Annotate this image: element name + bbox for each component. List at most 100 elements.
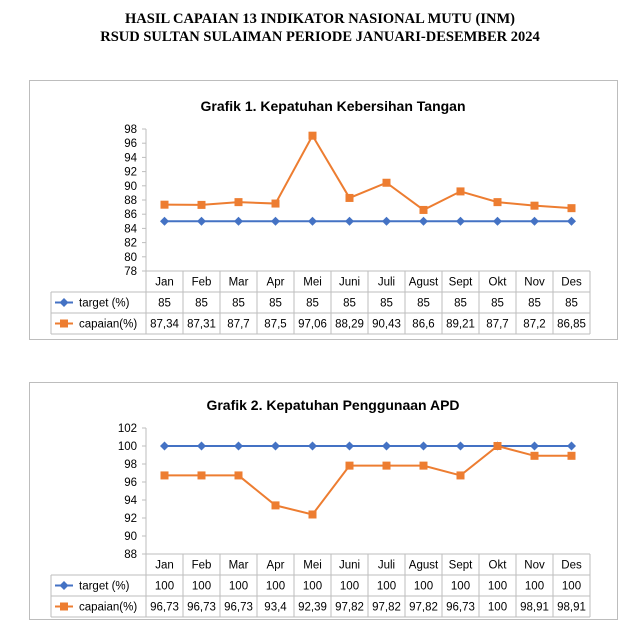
chart2-svg: Grafik 2. Kepatuhan Penggunaan APD 88 90 92… — [50, 397, 591, 618]
chart1-target-legend-label: target (%) — [79, 298, 130, 310]
chart2-capaian-point — [493, 442, 502, 450]
chart1-capaian-value-label: 87,2 — [523, 319, 545, 331]
chart1-capaian-point — [493, 198, 502, 207]
chart1-category-label: Des — [561, 277, 582, 289]
chart2-category-label: Mei — [303, 560, 322, 572]
chart2-capaian-point — [308, 510, 317, 519]
chart2-target-value-label: 100 — [451, 581, 470, 593]
chart2-capaian-legend-label: capaian(%) — [79, 602, 137, 614]
chart2-capaian-legend-marker — [60, 602, 68, 611]
chart2-capaian-point — [234, 471, 243, 480]
chart1-target-point — [456, 216, 465, 226]
chart1-target-point — [234, 216, 243, 226]
chart2-target-legend-marker — [59, 581, 69, 590]
chart2-capaian-value-label: 98,91 — [557, 602, 586, 614]
chart1-target-value-label: 85 — [195, 298, 208, 310]
chart2-target-point — [530, 441, 539, 451]
chart2-target-value-label: 100 — [266, 581, 285, 593]
chart1-y-tick-label: 80 — [124, 252, 137, 264]
chart1-target-value-label: 85 — [417, 298, 430, 310]
chart2-capaian-value-label: 98,91 — [520, 602, 549, 614]
chart2-target-point — [456, 441, 465, 451]
chart2-capaian-point — [419, 461, 428, 470]
chart2-category-label: Juli — [378, 560, 395, 572]
chart1-capaian-point — [234, 198, 243, 207]
chart1-y-tick-label: 86 — [124, 209, 137, 221]
chart1-target-point — [271, 216, 280, 226]
chart1-category-label: Juli — [378, 277, 395, 289]
chart2-target-point — [419, 441, 428, 451]
chart1-target-point — [530, 216, 539, 226]
chart2-capaian-value-label: 92,39 — [298, 602, 327, 614]
chart1-capaian-point — [419, 205, 428, 214]
chart1-target-point — [197, 216, 206, 226]
chart1-capaian-value-label: 97,06 — [298, 319, 327, 331]
chart1-category-label: Okt — [489, 277, 508, 289]
chart2-target-point — [160, 441, 169, 451]
chart1-y-tick-label: 82 — [124, 238, 137, 250]
chart1-y-tick-label: 94 — [124, 152, 137, 164]
chart2-target-legend-label: target (%) — [79, 581, 130, 593]
chart1-y-tick-label: 90 — [124, 181, 137, 193]
chart1-target-value-label: 85 — [306, 298, 319, 310]
chart2-category-label: Agust — [409, 560, 439, 572]
chart2-y-tick-label: 98 — [124, 459, 137, 471]
chart1-capaian-value-label: 89,21 — [446, 319, 475, 331]
chart1-target-point — [493, 216, 502, 226]
chart2-target-value-label: 100 — [377, 581, 396, 593]
chart1-capaian-point — [382, 178, 391, 187]
chart2-category-label: Mar — [229, 560, 249, 572]
chart2-capaian-line — [164, 444, 572, 516]
chart2-target-value-label: 100 — [488, 581, 507, 593]
chart1-capaian-value-label: 87,7 — [486, 319, 508, 331]
chart2-capaian-value-label: 100 — [488, 602, 507, 614]
chart2-target-point — [382, 441, 391, 451]
chart1-target-value-label: 85 — [380, 298, 393, 310]
chart1-category-label: Jan — [155, 277, 174, 289]
chart2-target-point — [567, 441, 576, 451]
chart1-target-legend-marker — [59, 298, 69, 307]
chart1-capaian-point — [456, 187, 465, 196]
chart1-target-value-label: 85 — [565, 298, 578, 310]
chart2-capaian-point — [160, 471, 169, 480]
chart2-capaian-point — [197, 471, 206, 480]
chart1-target-point — [308, 216, 317, 226]
chart2-capaian-point — [567, 451, 576, 460]
chart1-y-tick-label: 98 — [124, 124, 137, 136]
chart1-capaian-point — [160, 200, 169, 209]
chart1-target-value-label: 85 — [343, 298, 356, 310]
chart1-target-value-label: 85 — [232, 298, 245, 310]
chart1-title: Grafik 1. Kepatuhan Kebersihan Tangan — [200, 98, 465, 114]
chart2-target-value-label: 100 — [414, 581, 433, 593]
chart2-y-tick-label: 88 — [124, 549, 137, 561]
chart2-target-value-label: 100 — [192, 581, 211, 593]
chart2-target-point — [308, 441, 317, 451]
chart2-title: Grafik 2. Kepatuhan Penggunaan APD — [206, 397, 459, 413]
chart2-target-value-label: 100 — [155, 581, 174, 593]
chart1-target-value-label: 85 — [158, 298, 171, 310]
chart1-capaian-legend-label: capaian(%) — [79, 319, 137, 331]
chart1-y-tick-label: 92 — [124, 167, 137, 179]
chart2-target-value-label: 100 — [562, 581, 581, 593]
chart2-category-label: Apr — [267, 560, 285, 572]
chart2-category-label: Des — [561, 560, 582, 572]
chart2-capaian-value-label: 96,73 — [187, 602, 216, 614]
chart2-category-label: Feb — [192, 560, 212, 572]
chart2-capaian-value-label: 96,73 — [224, 602, 253, 614]
chart1-capaian-value-label: 87,34 — [150, 319, 179, 331]
chart2-y-tick-label: 100 — [118, 441, 137, 453]
chart2-capaian-point — [456, 471, 465, 480]
chart2-y-tick-label: 96 — [124, 477, 137, 489]
chart2-target-value-label: 100 — [229, 581, 248, 593]
chart1-capaian-point — [271, 199, 280, 208]
chart1-category-label: Nov — [524, 277, 545, 289]
chart1-category-label: Juni — [339, 277, 360, 289]
chart2-target-point — [345, 441, 354, 451]
chart2-capaian-point — [382, 461, 391, 470]
chart2-category-label: Sept — [449, 560, 473, 572]
chart2-target-point — [234, 441, 243, 451]
chart1-target-value-label: 85 — [454, 298, 467, 310]
chart1-capaian-value-label: 90,43 — [372, 319, 401, 331]
chart1-target-point — [567, 216, 576, 226]
chart1-svg: Grafik 1. Kepatuhan Kebersihan Tangan 78 8… — [50, 98, 591, 335]
